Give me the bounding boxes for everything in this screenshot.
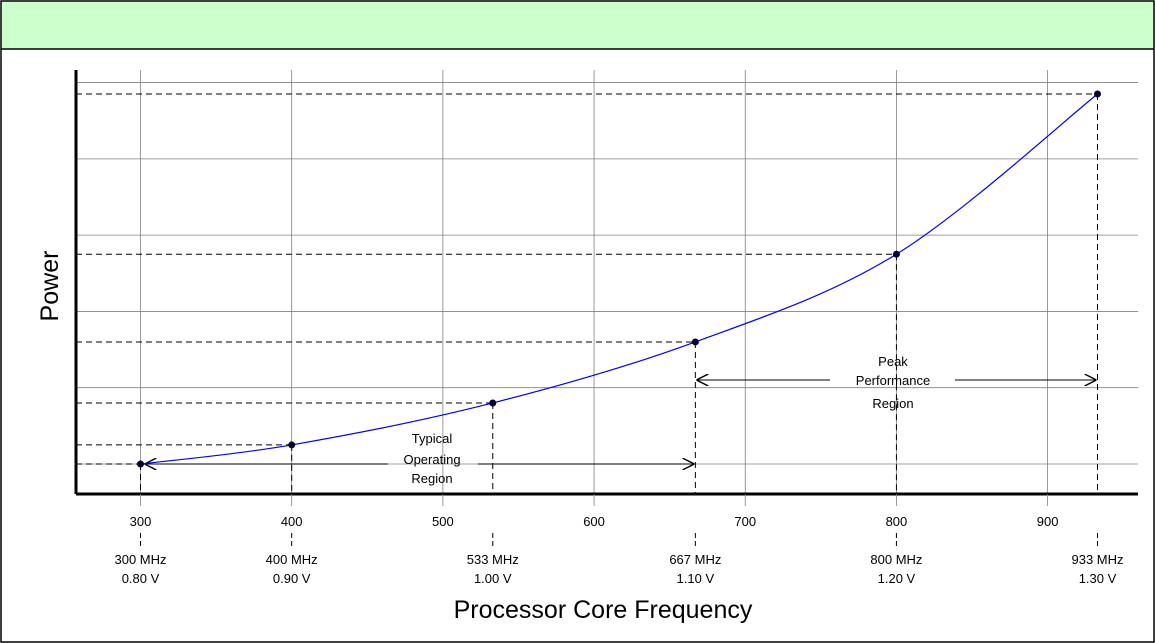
typical-region-label: Region bbox=[411, 471, 452, 486]
voltage-label: 1.10 V bbox=[677, 571, 715, 586]
peak-region-label: Peak bbox=[878, 354, 908, 369]
x-tick-label: 500 bbox=[432, 514, 454, 529]
gridlines bbox=[76, 70, 1138, 494]
data-point bbox=[892, 250, 900, 258]
frequency-label: 400 MHz bbox=[266, 552, 318, 567]
y-axis-title: Power bbox=[36, 251, 64, 322]
voltage-label: 1.30 V bbox=[1079, 571, 1117, 586]
x-tick-label: 900 bbox=[1037, 514, 1059, 529]
data-point bbox=[489, 399, 497, 407]
power-curve-line bbox=[140, 93, 1098, 465]
header-band bbox=[1, 1, 1154, 49]
power-series bbox=[137, 90, 1101, 468]
data-point bbox=[137, 460, 144, 468]
peak-region-label: Performance bbox=[856, 373, 930, 388]
guide-lines bbox=[76, 93, 1098, 548]
x-tick-label: 400 bbox=[281, 514, 303, 529]
typical-region-label: Operating bbox=[403, 452, 460, 467]
x-tick-label: 700 bbox=[734, 514, 756, 529]
x-axis-title: Processor Core Frequency bbox=[454, 596, 753, 624]
data-point bbox=[691, 338, 699, 346]
frequency-label: 933 MHz bbox=[1071, 552, 1123, 567]
voltage-label: 0.80 V bbox=[122, 571, 160, 586]
peak-region-label: Region bbox=[872, 396, 913, 411]
operating-point-labels: 300 MHz 0.80 V 400 MHz 0.90 V 533 MHz 1.00 V 6… bbox=[114, 552, 1123, 586]
x-tick-label: 300 bbox=[130, 514, 152, 529]
data-point bbox=[288, 441, 296, 449]
frequency-label: 533 MHz bbox=[467, 552, 519, 567]
frequency-label: 667 MHz bbox=[669, 552, 721, 567]
region-annotations: Typical Operating Region Peak Performance Reg… bbox=[144, 354, 1097, 486]
frequency-label: 800 MHz bbox=[870, 552, 922, 567]
voltage-label: 0.90 V bbox=[273, 571, 311, 586]
frequency-label: 300 MHz bbox=[114, 552, 166, 567]
x-tick-label: 800 bbox=[886, 514, 908, 529]
data-point bbox=[1094, 90, 1101, 98]
voltage-label: 1.20 V bbox=[878, 571, 916, 586]
typical-region-label: Typical bbox=[412, 431, 453, 446]
x-tick-label: 600 bbox=[583, 514, 605, 529]
voltage-label: 1.00 V bbox=[474, 571, 512, 586]
x-tick-labels: 300 400 500 600 700 800 900 bbox=[130, 494, 1059, 529]
axes bbox=[74, 70, 1138, 496]
